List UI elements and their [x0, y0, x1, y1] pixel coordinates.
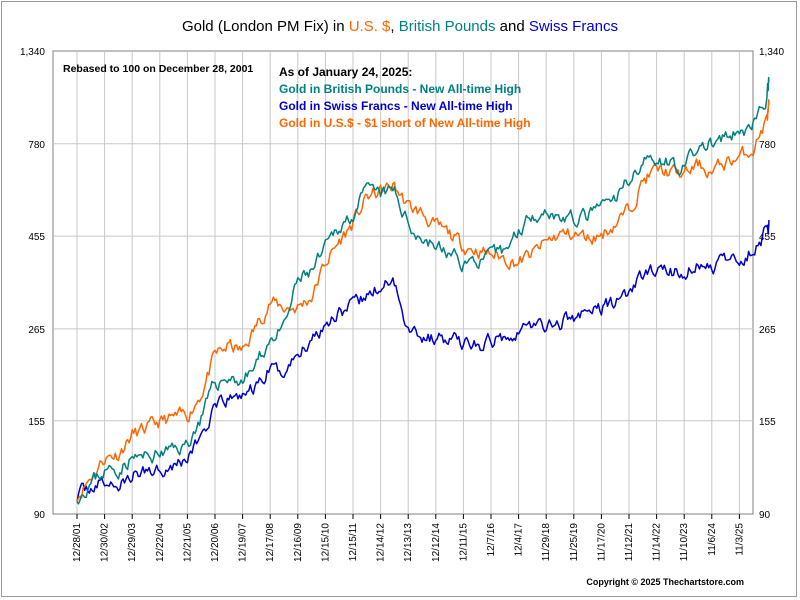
y-tick-label-left: 265 — [28, 325, 45, 336]
x-tick-label: 12/15/11 — [348, 523, 359, 562]
copyright: Copyright © 2025 Thechartstore.com — [586, 577, 744, 587]
y-tick-label-left: 780 — [28, 140, 45, 151]
title-usd: U.S. $ — [348, 18, 391, 35]
x-tick-label: 11/17/20 — [596, 523, 607, 562]
x-tick-label: 11/14/22 — [652, 523, 663, 562]
y-tick-label-right: 780 — [759, 140, 776, 151]
y-tick-label-right: 1,340 — [759, 47, 784, 58]
x-tick-label: 12/22/04 — [155, 523, 166, 562]
x-tick-label: 12/16/09 — [293, 523, 304, 562]
chart-title: Gold (London PM Fix) in U.S. $, British … — [0, 18, 800, 35]
rebase-note: Rebased to 100 on December 28, 2001 — [63, 63, 253, 75]
y-tick-label-right: 155 — [759, 417, 776, 428]
y-axis-left: 90 155 265 455 780 1,340 — [20, 47, 45, 521]
y-tick-label-right: 455 — [759, 232, 776, 243]
x-tick-label: 11/25/19 — [569, 523, 580, 562]
series-line-chf — [76, 219, 770, 503]
x-tick-label: 12/11/15 — [458, 523, 469, 562]
series-line-usd — [76, 99, 770, 503]
x-tick-label: 11/6/24 — [707, 523, 718, 556]
x-tick-label: 12/15/10 — [320, 523, 331, 562]
y-tick-label-left: 155 — [28, 417, 45, 428]
title-prefix: Gold (London PM Fix) in — [181, 18, 349, 35]
x-tick-label: 12/19/07 — [238, 523, 249, 562]
annotation-heading: As of January 24, 2025: — [279, 65, 412, 79]
title-and: and — [495, 18, 529, 35]
x-tick-label: 12/30/02 — [100, 523, 111, 562]
series-lines — [76, 76, 770, 505]
y-axis-right: 90 155 265 455 780 1,340 — [759, 47, 784, 521]
title-sep: , — [390, 18, 399, 35]
y-tick-label-right: 90 — [759, 510, 771, 521]
x-tick-label: 12/20/06 — [210, 523, 221, 562]
x-tick-label: 11/3/25 — [734, 523, 745, 556]
grid — [53, 51, 753, 514]
x-tick-label: 11/10/23 — [679, 523, 690, 562]
x-tick-label: 12/29/03 — [127, 523, 138, 562]
x-tick-label: 12/12/14 — [431, 523, 442, 562]
x-tick-label: 12/4/17 — [514, 523, 525, 557]
title-chf: Swiss Francs — [528, 18, 619, 35]
x-tick-label: 12/13/13 — [403, 523, 414, 562]
annotation-chf: Gold in Swiss Francs - New All-time High — [279, 99, 513, 113]
y-tick-label-left: 455 — [28, 232, 45, 243]
annotation-gbp: Gold in British Pounds - New All-time Hi… — [279, 82, 521, 96]
x-tick-label: 11/29/18 — [541, 523, 552, 562]
x-axis: 12/28/01 12/30/02 12/29/03 12/22/04 12/21/05… — [72, 514, 745, 562]
title-gbp: British Pounds — [398, 18, 496, 35]
x-tick-label: 12/21/05 — [182, 523, 193, 562]
x-tick-label: 11/12/21 — [624, 523, 635, 562]
y-tick-label-left: 90 — [34, 510, 46, 521]
annotation-usd: Gold in U.S.$ - $1 short of New All-time… — [279, 116, 531, 130]
series-line-gbp — [76, 76, 770, 505]
y-tick-label-right: 265 — [759, 325, 776, 336]
x-tick-label: 12/17/08 — [265, 523, 276, 562]
y-tick-label-left: 1,340 — [20, 47, 45, 58]
x-tick-label: 12/7/16 — [486, 523, 497, 557]
x-tick-label: 12/28/01 — [72, 523, 83, 562]
x-tick-label: 12/14/12 — [376, 523, 387, 562]
